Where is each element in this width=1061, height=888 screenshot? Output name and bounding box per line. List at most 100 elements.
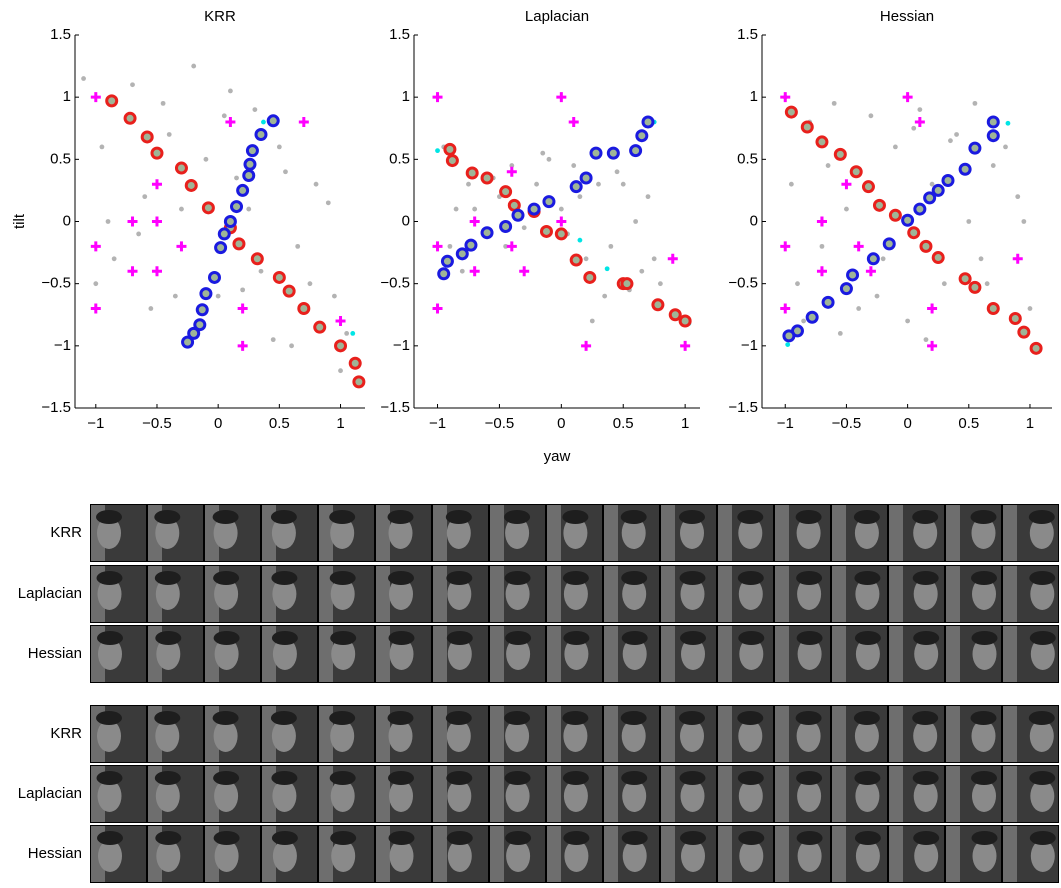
face (330, 578, 355, 610)
hair (96, 510, 122, 524)
data-point (469, 216, 480, 227)
face (330, 780, 355, 812)
data-point (629, 144, 643, 158)
data-point (207, 270, 221, 284)
face (1030, 780, 1055, 812)
data-point (283, 169, 288, 175)
face (97, 780, 122, 812)
face-background (490, 505, 504, 561)
face (1029, 720, 1054, 752)
data-point (546, 156, 552, 162)
data-point (614, 169, 620, 175)
data-point (874, 293, 880, 299)
data-point (800, 120, 814, 134)
data-point (596, 181, 601, 187)
face-background (547, 826, 561, 882)
hair (620, 711, 647, 725)
data-point (788, 181, 794, 187)
face-background (718, 826, 732, 882)
y-tick-label: 1 (63, 88, 71, 105)
data-point (228, 88, 233, 94)
row-label: KRR (50, 725, 82, 742)
data-point (941, 173, 955, 187)
data-point (1029, 341, 1043, 355)
face (214, 840, 239, 872)
y-tick-label: 0 (750, 212, 758, 229)
x-tick-label: 0 (557, 415, 565, 432)
data-point (568, 117, 579, 128)
data-point (289, 343, 294, 349)
row-label: Hessian (28, 645, 82, 662)
face-background (775, 505, 789, 561)
data-point (150, 146, 164, 160)
y-tick-label: 0 (63, 212, 71, 229)
data-point (1027, 306, 1033, 311)
data-point (984, 281, 990, 287)
face-background (376, 626, 390, 682)
data-point (569, 253, 583, 267)
data-point (882, 237, 896, 251)
data-point (905, 318, 911, 324)
row-label: Hessian (28, 845, 82, 862)
x-axis-label: yaw (544, 448, 571, 465)
data-point (348, 356, 362, 370)
face (622, 840, 647, 872)
face (389, 578, 413, 610)
face (913, 517, 938, 549)
hair (913, 631, 940, 645)
face-background (433, 706, 447, 762)
face-background (376, 826, 390, 882)
data-point (99, 144, 105, 150)
data-point (958, 162, 972, 176)
data-point (176, 241, 187, 252)
data-point (917, 107, 923, 112)
hair (738, 831, 765, 845)
face-background (1003, 766, 1017, 822)
face (97, 578, 122, 610)
data-point (657, 281, 663, 287)
face-background (775, 766, 789, 822)
data-point (459, 268, 465, 274)
hair (155, 631, 182, 645)
data-point (780, 303, 791, 314)
face-background (604, 826, 618, 882)
data-point (846, 268, 860, 282)
face-background (319, 706, 333, 762)
hair (271, 771, 298, 785)
y-tick-label: 0.5 (389, 150, 410, 167)
x-tick-label: −1 (87, 415, 104, 432)
hair (853, 510, 880, 524)
x-tick-label: 0 (903, 415, 911, 432)
data-point (480, 226, 494, 240)
data-point (978, 256, 984, 262)
hair (270, 510, 297, 524)
data-point (986, 115, 1000, 129)
data-point (784, 105, 798, 119)
hair (853, 711, 880, 725)
data-point (432, 241, 443, 252)
data-point (254, 127, 268, 141)
data-point (972, 100, 978, 106)
face (447, 578, 472, 610)
data-point (602, 293, 608, 299)
face-background (889, 505, 903, 561)
face (272, 840, 297, 872)
data-point (571, 163, 577, 168)
data-point (203, 156, 209, 162)
face-background (433, 566, 447, 622)
data-point (437, 267, 451, 281)
hair (446, 771, 473, 785)
hair (504, 571, 531, 585)
hair (1029, 631, 1056, 645)
data-point (246, 206, 252, 212)
face (272, 578, 297, 610)
face (330, 720, 355, 752)
data-point (151, 216, 162, 227)
face (680, 720, 704, 752)
hair (796, 771, 823, 785)
face (156, 840, 181, 872)
face (796, 720, 821, 752)
data-point (795, 281, 800, 287)
hair (796, 631, 823, 645)
face-background (718, 566, 732, 622)
